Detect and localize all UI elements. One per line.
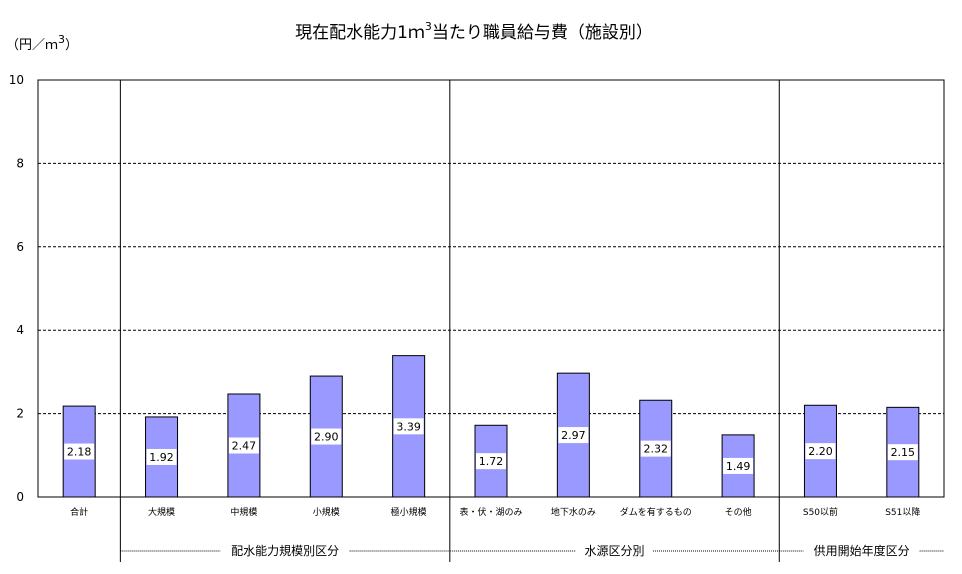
data-label: 1.72 <box>479 455 504 468</box>
data-label-bg <box>887 444 918 461</box>
data-label: 2.90 <box>314 431 339 444</box>
x-tick-label: 表・伏・湖のみ <box>459 506 522 518</box>
data-label: 2.20 <box>808 445 833 458</box>
y-tick-label: 0 <box>16 490 24 504</box>
group-label: 配水能力規模別区分 <box>231 543 339 558</box>
data-label-bg <box>228 437 259 454</box>
x-tick-label: 地下水のみ <box>551 506 596 518</box>
plot-frame <box>37 79 945 498</box>
data-label: 1.49 <box>726 460 751 473</box>
x-tick-label: 大規模 <box>148 506 175 518</box>
y-tick-label: 4 <box>16 323 24 337</box>
x-tick-label: 中規模 <box>230 506 257 518</box>
x-tick-label: 極小規模 <box>391 506 427 518</box>
data-label: 1.92 <box>149 451 174 464</box>
data-label-bg <box>805 443 836 460</box>
x-tick-label: 小規模 <box>313 507 340 518</box>
data-label-bg <box>311 428 342 445</box>
data-label-bg <box>393 418 424 435</box>
data-label-bg <box>64 443 95 460</box>
chart-title-superscript: 3 <box>425 20 432 33</box>
x-tick-label: 合計 <box>70 506 88 518</box>
data-label: 2.15 <box>891 446 916 459</box>
data-label: 3.39 <box>396 420 421 433</box>
y-tick-label: 10 <box>9 73 24 87</box>
y-axis-unit: （円／ｍ3） <box>6 33 78 53</box>
grid-layer <box>38 162 944 415</box>
y-axis-unit-main: （円／ｍ <box>6 38 58 53</box>
chart-title: 現在配水能力1ｍ3当たり職員給与費（施設別） <box>295 20 653 43</box>
y-tick-label: 8 <box>16 156 24 170</box>
axis-layer: 0 2 4 6 8 10 合計 大規模 中規模 小規模 極小規模 表・伏・湖のみ 地下水のみ ダムを有する… <box>9 73 921 518</box>
data-label: 2.97 <box>561 429 586 442</box>
data-label-bg <box>723 457 754 474</box>
group-layer: 配水能力規模別区分 水源区分別 供用開始年度区分 <box>120 543 944 558</box>
y-tick-label: 2 <box>16 407 24 421</box>
y-axis-unit-superscript: 3 <box>58 33 65 46</box>
data-label: 2.32 <box>643 443 668 456</box>
chart-title-main: 現在配水能力1ｍ <box>295 23 425 43</box>
y-tick-label: 6 <box>16 240 24 254</box>
frame-layer <box>37 79 945 562</box>
chart-title-tail: 当たり職員給与費（施設別） <box>432 23 653 43</box>
data-label-bg <box>640 440 671 457</box>
group-label: 水源区分別 <box>585 544 645 558</box>
bar-layer <box>62 355 920 498</box>
group-label: 供用開始年度区分 <box>814 543 910 558</box>
x-tick-label: S51以降 <box>885 506 920 518</box>
data-label-bg <box>558 427 589 444</box>
y-axis-unit-tail: ） <box>65 38 78 53</box>
data-label-bg <box>476 453 506 470</box>
x-tick-label: S50以前 <box>803 506 838 518</box>
label-layer: 2.18 1.92 2.47 2.90 3.39 1.72 2.97 2.32 1.49 2.20… <box>64 418 918 474</box>
data-label: 2.47 <box>232 440 257 453</box>
x-tick-label: その他 <box>725 506 752 518</box>
x-tick-label: ダムを有するもの <box>620 506 692 518</box>
data-label: 2.18 <box>67 446 92 459</box>
data-label-bg <box>146 448 177 465</box>
